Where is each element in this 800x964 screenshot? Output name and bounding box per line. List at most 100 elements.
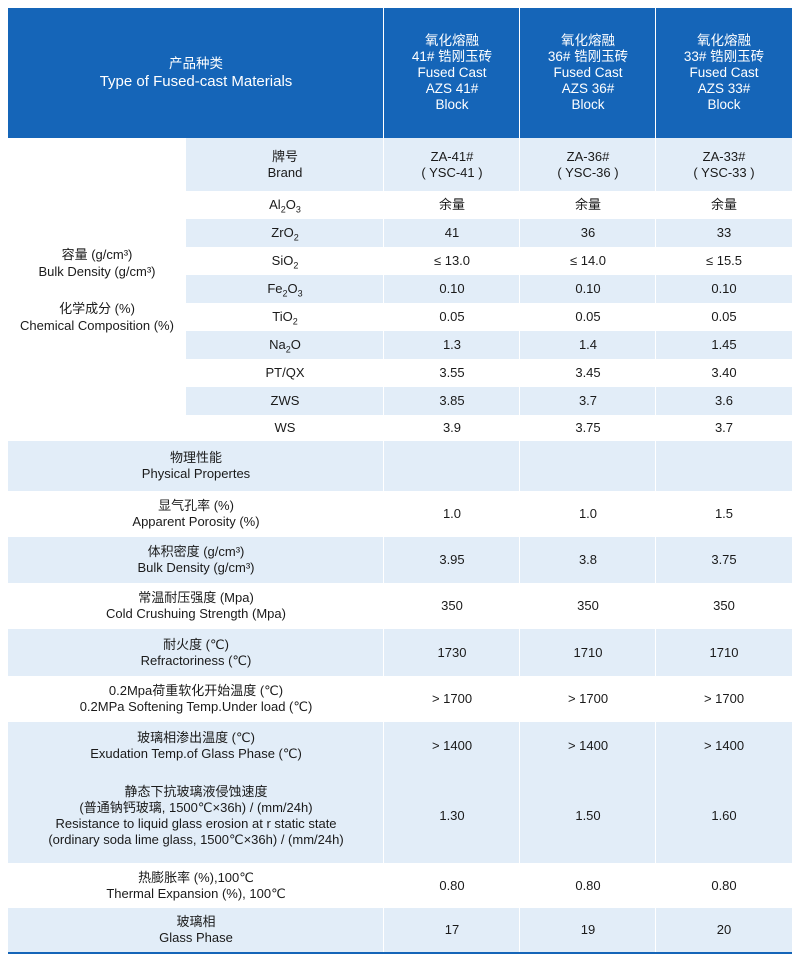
phys-value: 1.0 [384,491,520,537]
chem-row-label: TiO2 [186,303,384,331]
chem-value: 3.85 [384,387,520,415]
physical-en: Physical Propertes [141,466,251,481]
chem-formula: Na2O [269,337,301,355]
chem-value: 余量 [520,191,656,219]
product-en-2: AZS 33# [697,81,751,96]
phys-label-en: Bulk Density (g/cm³) [137,560,255,575]
phys-label-zh: 常温耐压强度 (Mpa) [138,590,254,605]
phys-label-en: Exudation Temp.of Glass Phase (℃) [90,745,302,761]
header-product-36: 氧化熔融 36# 锆刚玉砖 Fused Cast AZS 36# Block [520,8,656,138]
phys-row-label: 耐火度 (℃) Refractoriness (℃) [8,629,384,676]
resistance-value-41: 1.30 [384,769,520,863]
phys-value: > 1700 [656,676,792,722]
header-product-41: 氧化熔融 41# 锆刚玉砖 Fused Cast AZS 41# Block [384,8,520,138]
header-type-en: Type of Fused-cast Materials [99,72,293,90]
product-zh-1: 氧化熔融 [561,33,615,48]
chem-formula: PT/QX [265,365,305,380]
physical-header-blank [384,441,520,491]
chem-value: 0.05 [384,303,520,331]
brand-value-36: ZA-36# ( YSC-36 ) [520,138,656,191]
chem-value: 36 [520,219,656,247]
chem-value: 余量 [384,191,520,219]
chem-value: 0.10 [656,275,792,303]
phys-value: > 1400 [656,722,792,769]
product-zh-2: 36# 锆刚玉砖 [547,49,629,64]
chem-label-zh: 化学成分 (%) [59,300,135,316]
product-en-1: Fused Cast [689,65,759,80]
chem-value: ≤ 13.0 [384,247,520,275]
chem-value: 3.7 [656,415,792,441]
phys-row-label: 0.2Mpa荷重软化开始温度 (℃) 0.2MPa Softening Temp.… [8,676,384,722]
brand-alias: ( YSC-33 ) [693,164,755,180]
chem-label-en: Chemical Composition (%) [20,317,174,333]
phys-value: > 1400 [384,722,520,769]
thermal-value-41: 0.80 [384,863,520,908]
thermal-zh: 热膨胀率 (%),100℃ [138,869,254,885]
resistance-line-2: (普通钠钙玻璃, 1500℃×36h) / (mm/24h) [79,800,313,815]
chem-row-label: Al2O3 [186,191,384,219]
brand-code: ZA-41# [430,148,474,164]
resistance-label-cell: 静态下抗玻璃液侵蚀速度 (普通钠钙玻璃, 1500℃×36h) / (mm/24… [8,769,384,863]
phys-value: > 1700 [520,676,656,722]
phys-row-label: 体积密度 (g/cm³) Bulk Density (g/cm³) [8,537,384,583]
brand-alias: ( YSC-36 ) [557,164,619,180]
brand-label-en: Brand [267,164,303,180]
header-type-zh: 产品种类 [169,55,223,71]
density-label-zh: 容量 (g/cm³) [61,246,133,262]
chem-row-label: ZrO2 [186,219,384,247]
glass-label-cell: 玻璃相 Glass Phase [8,908,384,952]
chem-value: 0.05 [656,303,792,331]
physical-header-cell: 物理性能 Physical Propertes [8,441,384,491]
chem-value: ≤ 15.5 [656,247,792,275]
physical-zh: 物理性能 [169,450,222,465]
chem-row-label: SiO2 [186,247,384,275]
chem-value: 余量 [656,191,792,219]
glass-zh: 玻璃相 [176,914,216,929]
phys-row-label: 常温耐压强度 (Mpa) Cold Crushuing Strength (Mpa… [8,583,384,629]
chem-value: 1.4 [520,331,656,359]
brand-code: ZA-36# [566,148,610,164]
phys-label-zh: 0.2Mpa荷重软化开始温度 (℃) [108,683,284,698]
glass-value-36: 19 [520,908,656,952]
product-zh-2: 41# 锆刚玉砖 [411,49,493,64]
physical-header-blank [656,441,792,491]
bottom-rule [8,952,792,954]
chem-value: 3.40 [656,359,792,387]
chem-formula: ZrO2 [271,225,299,243]
phys-row-label: 显气孔率 (%) Apparent Porosity (%) [8,491,384,537]
chemical-group-label: 容量 (g/cm³) Bulk Density (g/cm³) 化学成分 (%)… [8,138,186,441]
phys-row-label: 玻璃相渗出温度 (℃) Exudation Temp.of Glass Phase… [8,722,384,769]
phys-label-zh: 显气孔率 (%) [158,498,234,513]
chem-formula: Al2O3 [269,197,301,215]
chem-row-label: PT/QX [186,359,384,387]
product-en-2: AZS 36# [561,81,615,96]
phys-value: 1710 [520,629,656,676]
chem-value: ≤ 14.0 [520,247,656,275]
thermal-value-36: 0.80 [520,863,656,908]
phys-value: 3.75 [656,537,792,583]
column-divider [519,8,520,952]
chem-formula: ZWS [270,393,300,408]
chem-row-label: Fe2O3 [186,275,384,303]
chem-value: 3.7 [520,387,656,415]
chem-value: 0.10 [384,275,520,303]
header-product-33: 氧化熔融 33# 锆刚玉砖 Fused Cast AZS 33# Block [656,8,792,138]
chem-value: 1.45 [656,331,792,359]
chem-row-label: Na2O [186,331,384,359]
chem-value: 0.10 [520,275,656,303]
chem-row-label: WS [186,415,384,441]
phys-value: 1.5 [656,491,792,537]
phys-label-en: Apparent Porosity (%) [132,514,260,529]
glass-value-33: 20 [656,908,792,952]
thermal-label-cell: 热膨胀率 (%),100℃ Thermal Expansion (%), 100… [8,863,384,908]
thermal-en: Thermal Expansion (%), 100℃ [106,885,286,901]
phys-value: 350 [656,583,792,629]
chem-value: 1.3 [384,331,520,359]
chem-value: 41 [384,219,520,247]
phys-value: 3.95 [384,537,520,583]
chem-formula: SiO2 [271,253,299,271]
brand-label-cell: 牌号 Brand [186,138,384,191]
phys-label-en: Refractoriness (℃) [140,652,252,668]
brand-code: ZA-33# [702,148,746,164]
product-en-3: Block [571,97,605,112]
